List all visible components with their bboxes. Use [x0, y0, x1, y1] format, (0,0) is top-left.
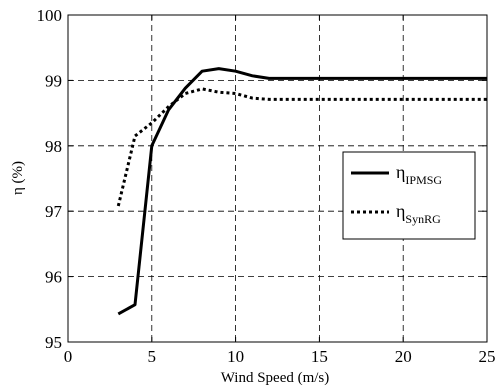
legend-label-ipmsg-main: η	[396, 162, 405, 182]
y-tick-label: 96	[45, 268, 62, 287]
y-tick-label: 99	[45, 71, 62, 90]
y-axis-label: η (%)	[10, 161, 26, 195]
x-tick-label: 15	[311, 347, 328, 366]
x-tick-label: 25	[479, 347, 496, 366]
legend-box	[342, 151, 476, 240]
series-line-synrg	[116, 87, 487, 207]
y-tick-label: 95	[45, 333, 62, 352]
x-tick-label: 10	[227, 347, 244, 366]
legend-label-synrg: ηSynRG	[396, 201, 441, 226]
plot-frame	[67, 14, 488, 343]
legend: ηIPMSG ηSynRG	[342, 151, 476, 240]
y-tick-label: 97	[45, 202, 63, 221]
axis-ticks	[67, 14, 488, 343]
x-axis-label: Wind Speed (m/s)	[221, 370, 330, 386]
legend-label-synrg-main: η	[396, 201, 405, 221]
series-line-ipmsg	[117, 67, 487, 316]
legend-label-ipmsg-sub: IPMSG	[405, 173, 442, 187]
x-tick-label: 20	[395, 347, 412, 366]
legend-label-ipmsg: ηIPMSG	[396, 162, 442, 187]
y-tick-label: 98	[45, 137, 62, 156]
legend-label-synrg-sub: SynRG	[405, 212, 441, 226]
y-tick-labels: 95 96 97 98 99 100	[37, 6, 63, 352]
x-tick-labels: 0 5 10 15 20 25	[64, 347, 496, 366]
x-tick-label: 0	[64, 347, 73, 366]
x-tick-label: 5	[148, 347, 157, 366]
series-lines	[116, 67, 487, 316]
y-tick-label: 100	[37, 6, 63, 25]
